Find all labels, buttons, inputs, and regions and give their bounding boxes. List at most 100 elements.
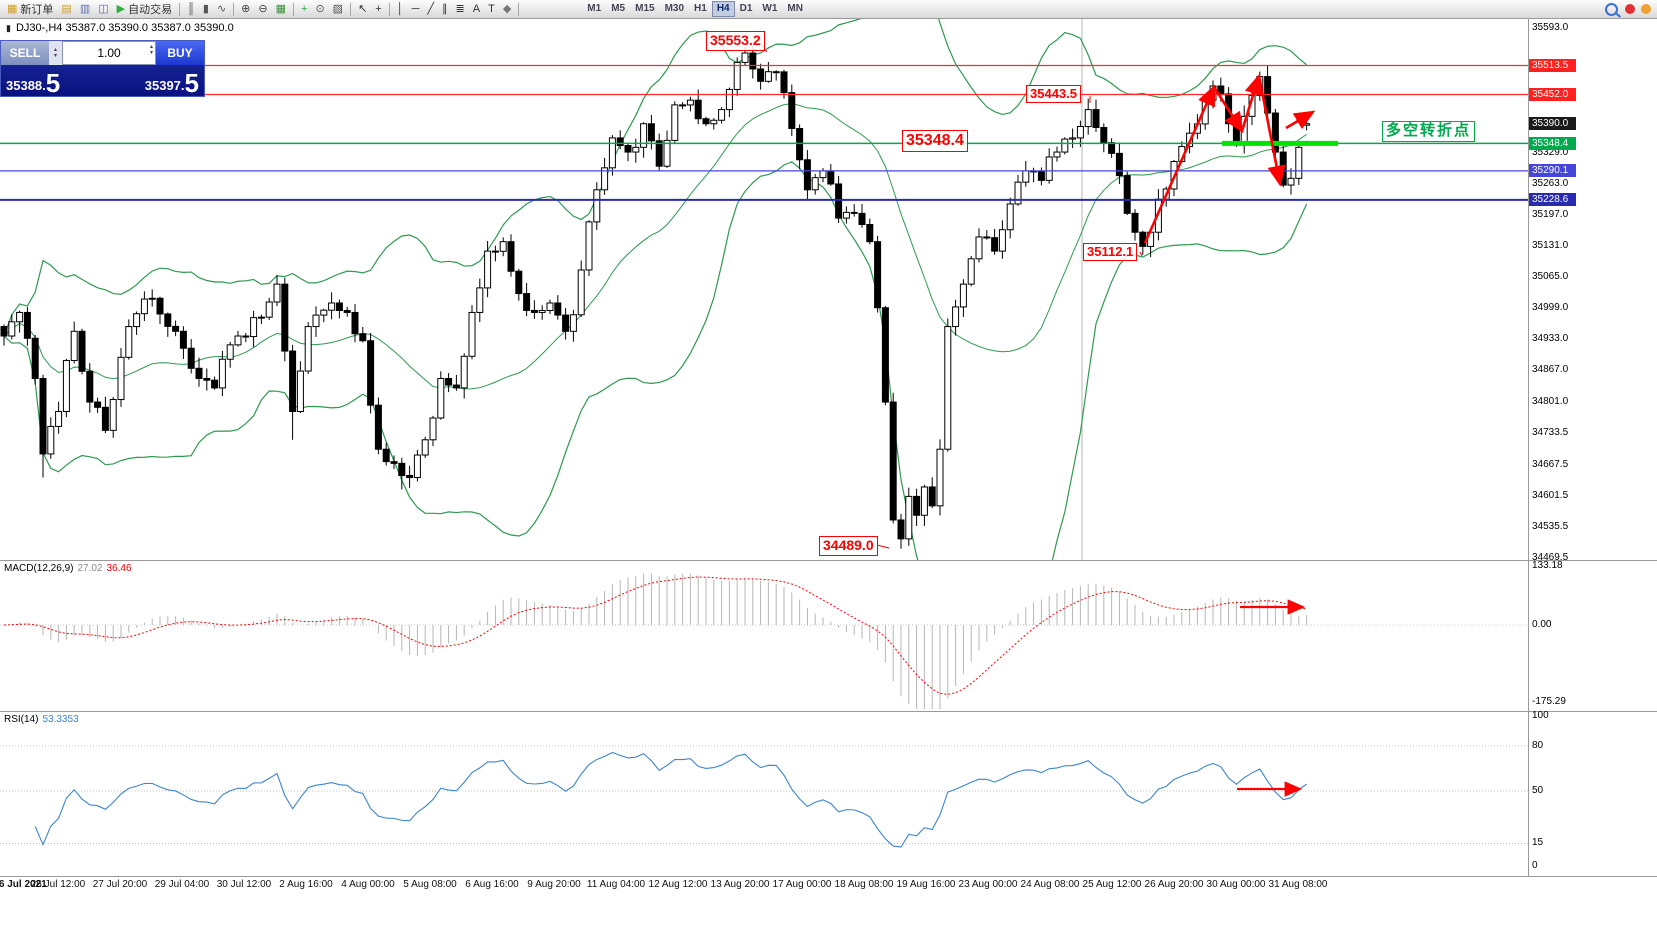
price-callout[interactable]: 35553.2 <box>706 31 765 51</box>
line-chart-icon[interactable]: ∿ <box>213 1 230 18</box>
periods-icon[interactable]: ⊙ <box>311 1 328 18</box>
stepper-up-icon[interactable]: ▴ <box>149 44 153 50</box>
navigator-icon: ◫ <box>98 2 109 15</box>
candle <box>187 347 195 369</box>
trend-arrow[interactable] <box>1143 84 1216 244</box>
candle <box>406 474 414 479</box>
candle <box>265 301 273 318</box>
macd-indicator-label: MACD(12,26,9) 27.02 36.46 <box>4 563 132 574</box>
candle <box>476 287 484 313</box>
horizontal-line-icon[interactable]: ─ <box>408 1 424 18</box>
candle <box>640 123 648 148</box>
price-callout[interactable]: 35443.5 <box>1026 85 1081 104</box>
rsi-name: RSI(14) <box>4 714 39 725</box>
timeframe-h1[interactable]: H1 <box>694 3 707 14</box>
candle <box>62 359 70 412</box>
time-axis-label: 4 Aug 00:00 <box>341 879 395 890</box>
candle <box>749 52 757 70</box>
candle <box>702 118 710 125</box>
profiles-folder-icon: ▤ <box>61 2 72 15</box>
volume-stepper[interactable]: ▴ ▾ <box>150 44 153 56</box>
candle <box>31 337 39 379</box>
candle <box>866 224 874 243</box>
candle <box>413 454 421 479</box>
zoom-out-icon[interactable]: ⊖ <box>254 1 271 18</box>
zoom-in-icon[interactable]: ⊕ <box>237 1 254 18</box>
trendline-icon[interactable]: ╱ <box>423 1 438 18</box>
main-chart[interactable] <box>0 0 1528 611</box>
price-callout[interactable]: 35112.1 <box>1083 243 1138 262</box>
toolbar: ▦ 新订单 ▤ ▥ ◫ ▶ 自动交易 ║ ▮ ∿ ⊕ ⊖ ▦ + ⊙ ▧ ↖ + │ ─ ╱ ∥ ≣ A T ◆ M1 M5 M15 M3… <box>0 0 1657 19</box>
fibonacci-icon: ≣ <box>455 2 465 15</box>
crosshair-icon[interactable]: + <box>371 1 385 18</box>
symbol-ohlc-header: ▮ DJ30-,H4 35387.0 35390.0 35387.0 35390… <box>6 22 234 34</box>
stepper-down-icon[interactable]: ▾ <box>149 50 153 56</box>
trend-arrow[interactable] <box>1240 73 1263 132</box>
indicators-icon: + <box>301 2 308 15</box>
rsi-axis-label: 80 <box>1532 740 1544 751</box>
navigator-icon[interactable]: ◫ <box>94 1 112 18</box>
text-label-icon[interactable]: T <box>484 1 499 18</box>
candle <box>304 326 312 372</box>
rsi-value: 53.3353 <box>42 714 79 725</box>
indicators-icon[interactable]: + <box>297 1 311 18</box>
cursor-icon[interactable]: ↖ <box>354 1 371 18</box>
volume-spinner[interactable]: ▴ ▾ <box>49 41 62 65</box>
candle <box>507 241 515 272</box>
turning-point-note[interactable]: 多空转折点 <box>1382 121 1476 142</box>
candlestick-chart-icon[interactable]: ▮ <box>199 1 213 18</box>
new-order-button[interactable]: ▦ 新订单 <box>3 1 57 18</box>
time-axis-label: 25 Aug 12:00 <box>1082 879 1142 890</box>
rsi-panel <box>0 745 1528 848</box>
text-tool-icon[interactable]: A <box>469 1 484 18</box>
arrows-tool-icon[interactable]: ◆ <box>499 1 515 18</box>
vertical-line-icon[interactable]: │ <box>393 1 408 18</box>
candle <box>686 99 694 106</box>
candle <box>0 326 8 337</box>
price-callout[interactable]: 34489.0 <box>819 536 878 556</box>
trend-arrow[interactable] <box>1212 86 1244 134</box>
candle <box>850 211 858 214</box>
timeframe-m5[interactable]: M5 <box>611 3 626 14</box>
timeframe-d1[interactable]: D1 <box>739 3 753 14</box>
timeframe-m30[interactable]: M30 <box>664 3 685 14</box>
timeframe-mn[interactable]: MN <box>787 3 803 14</box>
time-axis-label: 11 Aug 04:00 <box>586 879 646 890</box>
candle <box>1069 137 1077 140</box>
equidistant-channel-icon[interactable]: ∥ <box>438 1 452 18</box>
timeframe-w1[interactable]: W1 <box>762 3 778 14</box>
support-highlight-segment[interactable] <box>1222 140 1338 146</box>
volume-input[interactable]: 1.00 ▴ ▾ <box>62 41 156 65</box>
candle <box>296 370 304 412</box>
candle <box>788 92 796 129</box>
timeframe-m1[interactable]: M1 <box>587 3 602 14</box>
candle <box>741 52 749 63</box>
trend-arrow[interactable] <box>1285 110 1316 130</box>
candle <box>289 350 297 412</box>
candlestick-chart-icon: ▮ <box>202 2 209 15</box>
price-axis-label: 35197.0 <box>1532 208 1569 220</box>
timeframe-m15[interactable]: M15 <box>635 3 655 14</box>
candle <box>1271 112 1279 153</box>
spinner-down-icon[interactable]: ▾ <box>53 53 57 59</box>
market-watch-icon[interactable]: ▥ <box>76 1 94 18</box>
spinner-up-icon[interactable]: ▴ <box>53 47 57 53</box>
candle <box>616 137 624 147</box>
search-icon[interactable] <box>1605 2 1618 16</box>
tile-windows-icon[interactable]: ▦ <box>272 1 290 18</box>
candle <box>554 302 562 316</box>
buy-button[interactable]: BUY <box>156 41 204 65</box>
autotrading-button[interactable]: ▶ 自动交易 <box>113 1 176 18</box>
bar-chart-icon[interactable]: ║ <box>183 1 199 18</box>
templates-icon[interactable]: ▧ <box>329 1 347 18</box>
sell-button[interactable]: SELL <box>1 41 49 65</box>
trend-arrow[interactable] <box>1257 75 1286 187</box>
timeframe-h4[interactable]: H4 <box>711 1 735 17</box>
candle <box>359 333 367 342</box>
profiles-folder-icon[interactable]: ▤ <box>57 1 75 18</box>
fibonacci-icon[interactable]: ≣ <box>452 1 469 18</box>
price-callout[interactable]: 35348.4 <box>902 130 968 152</box>
